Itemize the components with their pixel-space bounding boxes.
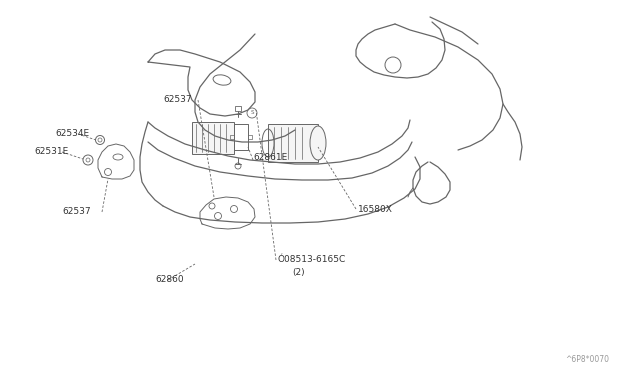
Text: Ó08513-6165C: Ó08513-6165C <box>278 256 346 264</box>
Text: 16580X: 16580X <box>358 205 393 214</box>
Bar <box>192 122 234 154</box>
Bar <box>268 124 318 162</box>
Text: 62534E: 62534E <box>55 129 89 138</box>
Text: 62537: 62537 <box>163 94 191 103</box>
Text: 62861E: 62861E <box>253 153 287 161</box>
Text: S: S <box>250 110 253 115</box>
Text: 62860: 62860 <box>155 276 184 285</box>
Text: 62537: 62537 <box>62 208 91 217</box>
Ellipse shape <box>310 126 326 160</box>
Ellipse shape <box>213 75 231 85</box>
Bar <box>235 106 241 111</box>
Text: (2): (2) <box>292 267 305 276</box>
Text: ^6P8*0070: ^6P8*0070 <box>565 356 609 365</box>
Text: 62531E: 62531E <box>34 148 68 157</box>
